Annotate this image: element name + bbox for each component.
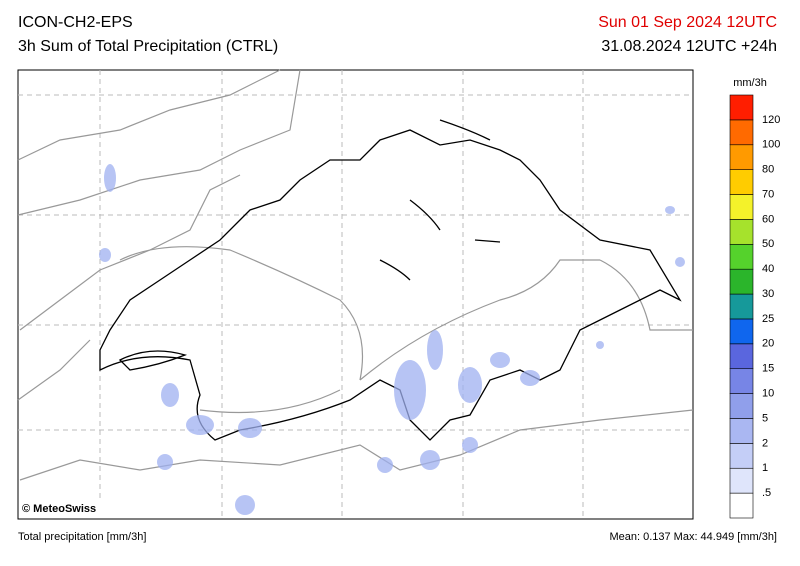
legend-swatch — [729, 368, 754, 394]
legend-swatch — [729, 219, 754, 245]
map: © MeteoSwiss — [17, 69, 694, 520]
legend-swatch — [729, 144, 754, 170]
legend-label: 120 — [762, 114, 780, 126]
legend-label: 100 — [762, 139, 780, 151]
legend-label: 1 — [762, 462, 768, 474]
legend-swatch — [729, 268, 754, 295]
legend-label: 2 — [762, 437, 768, 449]
legend-label: 80 — [762, 164, 774, 176]
footer-variable: Total precipitation [mm/3h] — [18, 531, 146, 543]
legend-label: 5 — [762, 412, 768, 424]
legend-label: .5 — [762, 487, 771, 499]
swiss-border — [99, 129, 682, 441]
legend-label: 30 — [762, 288, 774, 300]
model-name: ICON-CH2-EPS — [18, 14, 133, 31]
legend-label: 60 — [762, 213, 774, 225]
legend-swatch — [729, 393, 754, 419]
legend-swatch — [729, 293, 754, 320]
lakes — [118, 119, 501, 371]
legend-label: 50 — [762, 238, 774, 250]
legend-swatch — [729, 318, 754, 345]
legend-swatch — [729, 119, 754, 146]
footer-stats: Mean: 0.137 Max: 44.949 [mm/3h] — [609, 531, 777, 543]
legend-label: 25 — [762, 313, 774, 325]
product-name: 3h Sum of Total Precipitation (CTRL) — [18, 38, 278, 55]
legend-label: 10 — [762, 387, 774, 399]
legend-swatch — [729, 418, 754, 444]
credit: © MeteoSwiss — [22, 503, 96, 515]
map-frame — [17, 69, 694, 520]
valid-time: Sun 01 Sep 2024 12UTC — [598, 14, 777, 31]
legend-label: 40 — [762, 263, 774, 275]
legend-label: 70 — [762, 188, 774, 200]
legend-label: 15 — [762, 363, 774, 375]
run-time: 31.08.2024 12UTC +24h — [601, 38, 777, 55]
legend-swatch — [729, 94, 754, 121]
legend-swatch — [729, 194, 754, 220]
credit-box — [19, 500, 131, 518]
legend-unit: mm/3h — [733, 77, 767, 89]
legend-label: 20 — [762, 338, 774, 350]
precipitation — [99, 164, 685, 515]
legend-swatch — [729, 443, 754, 469]
legend-swatch — [729, 243, 754, 270]
legend-swatch — [729, 492, 754, 519]
legend-swatch — [729, 343, 754, 370]
legend-swatch — [729, 467, 754, 494]
borders — [17, 69, 694, 481]
legend-swatch — [729, 169, 754, 195]
graticule — [18, 70, 693, 519]
